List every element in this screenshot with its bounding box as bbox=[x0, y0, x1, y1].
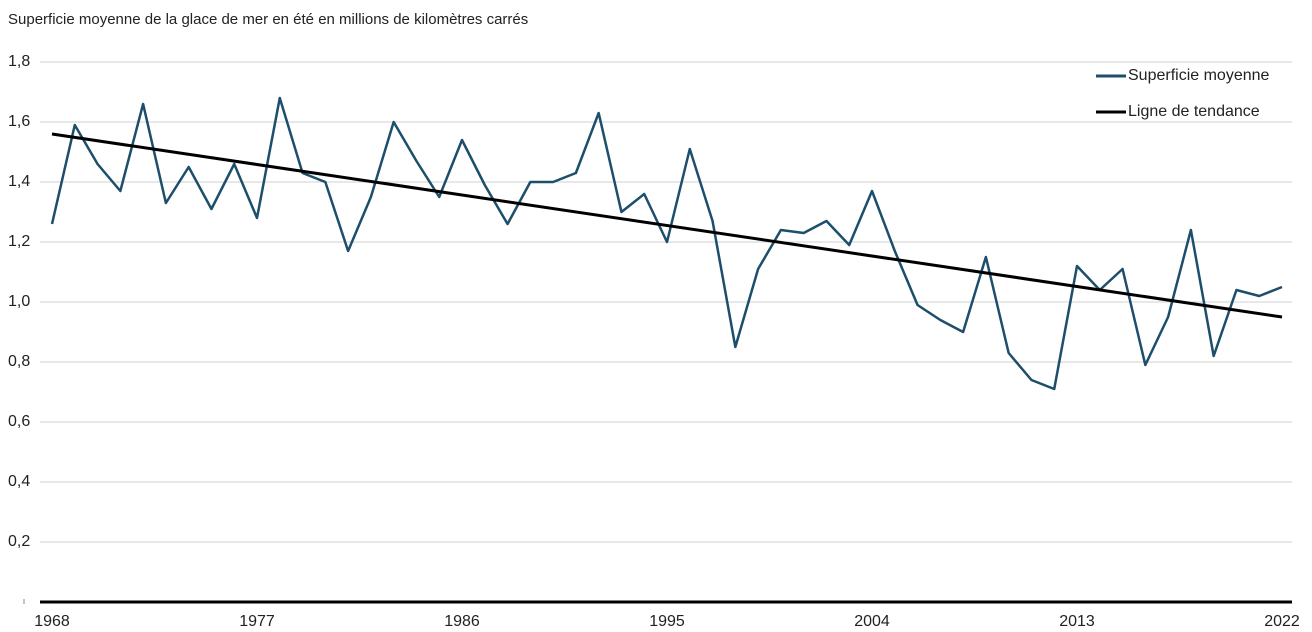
series-line bbox=[50, 96, 1283, 391]
y-tick-label: 1,0 bbox=[8, 293, 30, 310]
series-line bbox=[51, 132, 1283, 319]
x-tick-label: 2004 bbox=[854, 613, 890, 630]
x-tick-label: 1995 bbox=[649, 613, 685, 630]
y-tick-label: 1,4 bbox=[8, 173, 30, 190]
x-tick-label: 1968 bbox=[34, 613, 70, 630]
chart-title: Superficie moyenne de la glace de mer en… bbox=[8, 11, 528, 28]
y-tick-label: 1,2 bbox=[8, 233, 30, 250]
legend-label: Superficie moyenne bbox=[1128, 67, 1270, 84]
x-tick-label: 1977 bbox=[239, 613, 275, 630]
x-tick-label: 2022 bbox=[1264, 613, 1300, 630]
y-tick-label: 0,8 bbox=[8, 353, 30, 370]
y-tick-label: 0,2 bbox=[8, 533, 30, 550]
x-tick-label: 1986 bbox=[444, 613, 480, 630]
legend-label: Ligne de tendance bbox=[1128, 103, 1260, 120]
x-tick-label: 2013 bbox=[1059, 613, 1095, 630]
y-tick-label: 1,6 bbox=[8, 113, 30, 130]
y-tick-label: 0,6 bbox=[8, 413, 30, 430]
y-tick-label: 1,8 bbox=[8, 53, 30, 70]
y-tick-label: 0,4 bbox=[8, 473, 30, 490]
